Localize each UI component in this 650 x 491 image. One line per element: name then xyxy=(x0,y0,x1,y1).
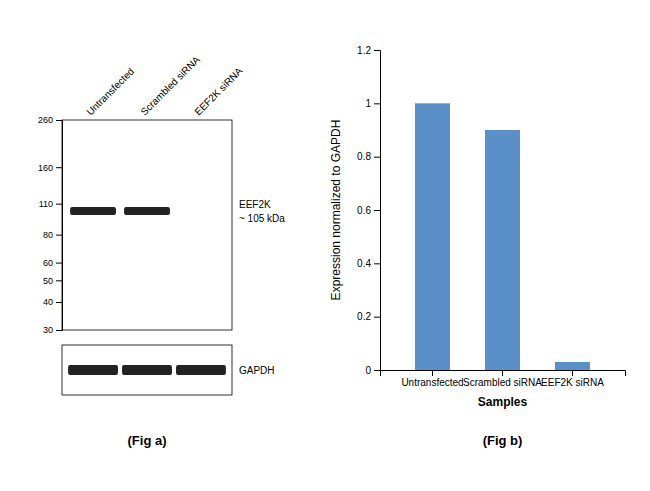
tick-label: EEF2K siRNA xyxy=(541,377,604,388)
tick-label: Untransfected xyxy=(401,377,463,388)
axis-line xyxy=(56,121,63,331)
tick: 80 xyxy=(43,230,62,240)
lane-label: Scrambled siRNA xyxy=(138,54,202,118)
bar xyxy=(485,130,520,370)
tick: 260 xyxy=(38,115,62,125)
tick: 110 xyxy=(39,199,62,209)
loading-control-band xyxy=(122,365,172,375)
tick-label: 60 xyxy=(43,258,53,268)
y-axis: 260 160 110 80 60 50 40 30 xyxy=(38,115,63,335)
bar xyxy=(415,103,450,370)
loading-control-band xyxy=(68,365,118,375)
tick: 60 xyxy=(43,258,62,268)
annotation: ~ 105 kDa xyxy=(239,213,285,224)
tick: 160 xyxy=(38,163,62,173)
tick: Scrambled siRNA xyxy=(463,370,542,388)
tick: 1.2 xyxy=(357,45,380,56)
tick-mark xyxy=(374,317,380,318)
tick-label: 40 xyxy=(43,297,53,307)
y-axis: 0 0.2 0.4 0.6 0.8 1 1.2 xyxy=(357,45,380,376)
tick-label: 110 xyxy=(39,199,53,209)
tick-label: 0.6 xyxy=(357,205,371,216)
blot-frame xyxy=(62,120,232,330)
loading-control-frame xyxy=(62,345,232,395)
tick: EEF2K siRNA xyxy=(541,370,604,388)
tick-label: 260 xyxy=(38,115,53,125)
tick-mark xyxy=(502,370,503,376)
tick-mark xyxy=(374,370,380,371)
tick-label: 30 xyxy=(43,325,53,335)
tick-mark xyxy=(374,210,380,211)
axis-line xyxy=(374,51,381,371)
caption: (Fig b) xyxy=(483,433,523,448)
tick-label: 50 xyxy=(43,276,53,286)
tick-mark xyxy=(56,120,62,121)
tick-mark xyxy=(432,370,433,376)
tick: 0 xyxy=(365,365,380,376)
x-axis: UntransfectedScrambled siRNAEEF2K siRNA xyxy=(381,370,626,388)
bands xyxy=(70,207,170,215)
loading-control-band xyxy=(176,365,226,375)
loading-control-label: GAPDH xyxy=(239,365,275,376)
tick: 1 xyxy=(365,98,380,109)
tick-label: Scrambled siRNA xyxy=(463,377,542,388)
band xyxy=(124,207,170,215)
series-label: EEF2K xyxy=(239,199,271,210)
tick: 40 xyxy=(43,297,62,307)
tick-mark xyxy=(56,167,62,168)
tick: 0.2 xyxy=(357,311,380,322)
tick: Untransfected xyxy=(401,370,463,388)
tick-mark xyxy=(56,204,62,205)
tick-mark xyxy=(56,330,62,331)
tick-mark xyxy=(374,263,380,264)
tick-label: 80 xyxy=(43,230,53,240)
tick-label: 0.4 xyxy=(357,258,371,269)
tick: 0.6 xyxy=(357,205,380,216)
bar-panel: 0 0.2 0.4 0.6 0.8 1 1.2 UntransfectedScrambled … xyxy=(329,45,626,448)
lane-label: Untransfected xyxy=(84,66,136,118)
tick-label: 0.8 xyxy=(357,151,371,162)
tick-mark xyxy=(56,263,62,264)
bar xyxy=(555,362,590,370)
tick: 30 xyxy=(43,325,62,335)
tick: 0.8 xyxy=(357,151,380,162)
tick-mark xyxy=(56,235,62,236)
tick-mark xyxy=(374,103,380,104)
figure: 260 160 110 80 60 50 40 30 EEF2K ~ 105 kDa GAPDH Un… xyxy=(0,0,650,491)
tick: 50 xyxy=(43,276,62,286)
tick-mark xyxy=(572,370,573,376)
tick-mark xyxy=(56,302,62,303)
x-axis-title: Samples xyxy=(478,395,528,409)
tick-mark xyxy=(56,280,62,281)
tick-mark xyxy=(374,157,380,158)
caption: (Fig a) xyxy=(128,433,167,448)
band xyxy=(70,207,116,215)
tick-mark xyxy=(374,50,380,51)
loading-control-bands xyxy=(68,365,226,375)
axis-line xyxy=(381,371,626,377)
tick-label: 0.2 xyxy=(357,311,371,322)
y-axis-title: Expression normalized to GAPDH xyxy=(329,120,343,301)
blot-panel: 260 160 110 80 60 50 40 30 EEF2K ~ 105 kDa GAPDH Un… xyxy=(38,54,285,448)
lane-label: EEF2K siRNA xyxy=(192,65,244,117)
tick-label: 1.2 xyxy=(357,45,371,56)
tick-label: 0 xyxy=(365,365,371,376)
tick-label: 1 xyxy=(365,98,371,109)
tick: 0.4 xyxy=(357,258,380,269)
bars xyxy=(415,103,590,370)
tick-label: 160 xyxy=(38,163,53,173)
